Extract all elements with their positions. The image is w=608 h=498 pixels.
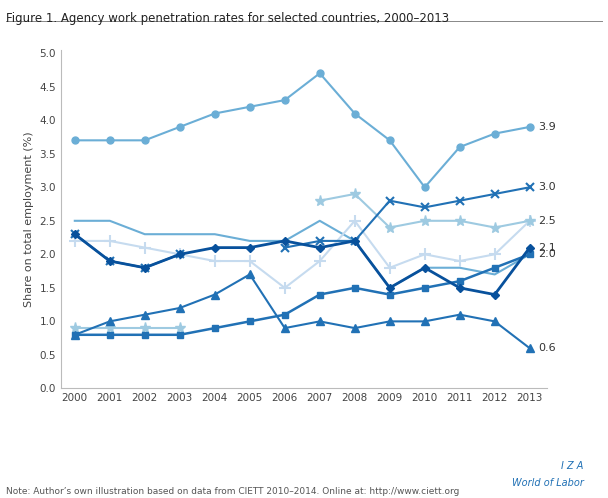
Text: I Z A: I Z A	[561, 461, 584, 471]
Y-axis label: Share on total employment (%): Share on total employment (%)	[24, 131, 34, 307]
Text: 3.0: 3.0	[539, 182, 556, 192]
Text: Figure 1. Agency work penetration rates for selected countries, 2000–2013: Figure 1. Agency work penetration rates …	[6, 12, 449, 25]
Text: 2.1: 2.1	[539, 243, 556, 252]
Text: 3.9: 3.9	[539, 122, 556, 132]
Text: 2.5: 2.5	[539, 216, 556, 226]
Text: Note: Author’s own illustration based on data from CIETT 2010–2014. Online at: h: Note: Author’s own illustration based on…	[6, 487, 460, 496]
Text: World of Labor: World of Labor	[512, 478, 584, 488]
Text: 2.0: 2.0	[539, 249, 556, 259]
Text: 0.6: 0.6	[539, 343, 556, 353]
